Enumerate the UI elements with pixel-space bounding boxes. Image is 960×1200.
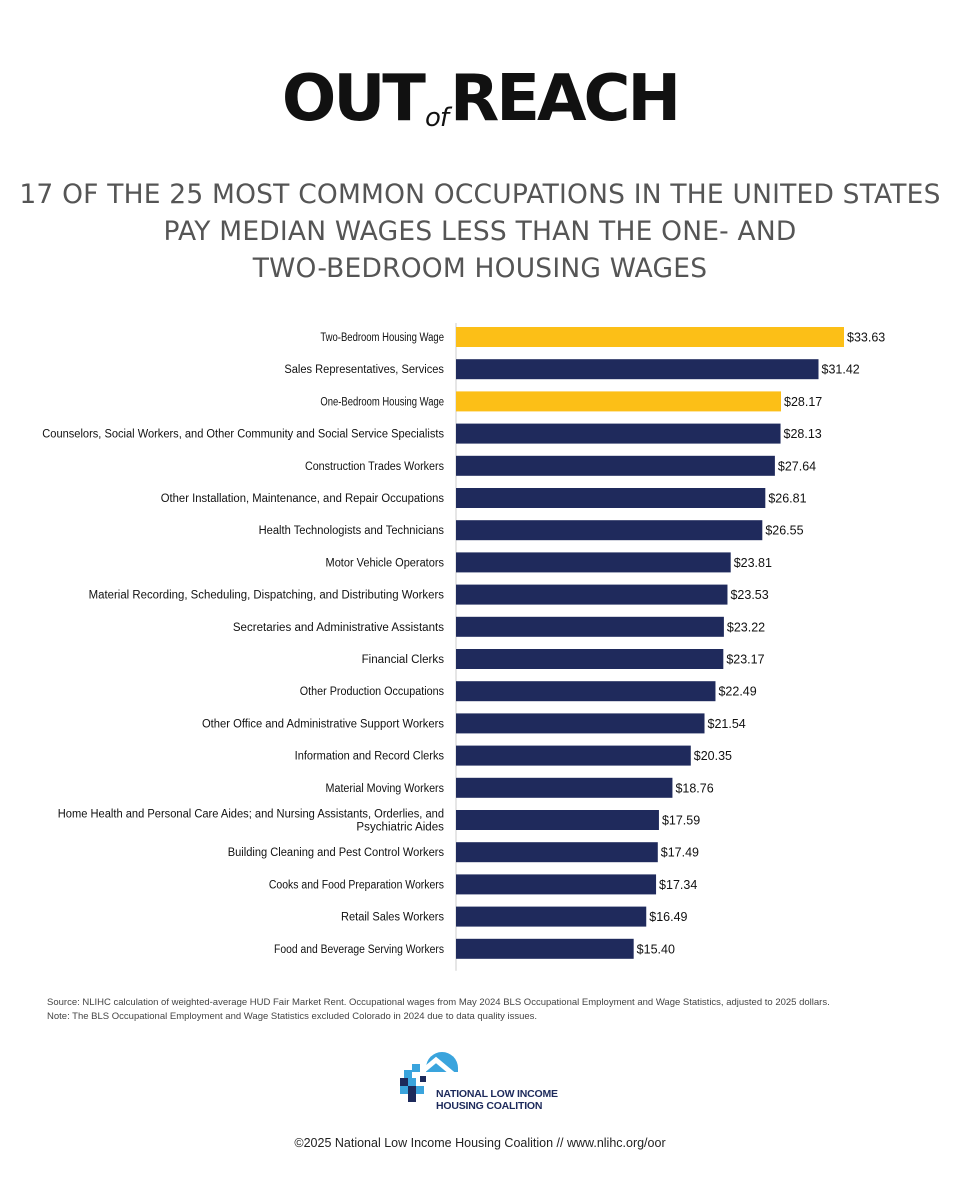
category-label: Information and Record Clerks: [295, 751, 445, 763]
bar: [456, 681, 716, 702]
bar-value-label: $26.55: [765, 524, 803, 538]
brand-of: of: [424, 103, 449, 133]
brand-reach: REACH: [450, 62, 681, 136]
bar: [456, 520, 763, 541]
bar-value-label: $17.49: [661, 846, 699, 860]
bar: [456, 842, 658, 863]
bar-value-label: $18.76: [675, 781, 713, 795]
bar-value-label: $33.63: [847, 331, 885, 345]
bar: [456, 359, 819, 380]
category-label: Retail Sales Workers: [341, 912, 444, 924]
category-label: Cooks and Food Preparation Workers: [269, 879, 444, 891]
category-label: Material Moving Workers: [326, 783, 445, 795]
bar-value-label: $23.17: [726, 653, 764, 667]
category-label: Counselors, Social Workers, and Other Co…: [42, 429, 444, 441]
bar: [456, 874, 657, 895]
brand-title: OUTofREACH: [0, 62, 960, 136]
bar-value-label: $17.34: [659, 878, 697, 892]
bar-value-label: $31.42: [822, 363, 860, 377]
category-label: Financial Clerks: [362, 654, 445, 666]
category-label: Food and Beverage Serving Workers: [274, 944, 444, 956]
headline-line-1: 17 OF THE 25 MOST COMMON OCCUPATIONS IN …: [19, 179, 941, 210]
footnote: Source: NLIHC calculation of weighted-av…: [47, 996, 927, 1024]
bar-value-label: $16.49: [649, 910, 687, 924]
nlihc-logo: NATIONAL LOW INCOME HOUSING COALITION: [398, 1050, 598, 1116]
bar-value-label: $28.17: [784, 395, 822, 409]
category-label: Other Installation, Maintenance, and Rep…: [161, 493, 444, 505]
bar-chart: $33.63 Two-Bedroom Housing Wage $31.42 Sale…: [42, 323, 885, 971]
category-label: Other Office and Administrative Support …: [202, 718, 444, 730]
bar: [456, 488, 766, 508]
logo-line-1: NATIONAL LOW INCOME: [436, 1088, 558, 1100]
bar-value-label: $23.22: [727, 620, 765, 634]
logo-line-2: HOUSING COALITION: [436, 1100, 543, 1112]
data-note: Note: The BLS Occupational Employment an…: [47, 1011, 538, 1022]
bar: [456, 938, 634, 959]
bar-value-label: $17.59: [662, 814, 700, 828]
headline-line-3: TWO-BEDROOM HOUSING WAGES: [252, 253, 708, 284]
bar-value-label: $26.81: [768, 492, 806, 506]
bar: [456, 649, 724, 669]
bar-value-label: $28.13: [784, 427, 822, 441]
bar: [456, 810, 659, 830]
category-label: Home Health and Personal Care Aides; and…: [58, 809, 444, 821]
bar: [456, 745, 691, 766]
bar: [456, 423, 781, 444]
category-label: One-Bedroom Housing Wage: [320, 396, 444, 408]
brand-out: OUT: [281, 62, 426, 136]
bar-value-label: $23.81: [734, 556, 772, 570]
bar-value-label: $23.53: [730, 588, 768, 602]
bar: [456, 906, 647, 927]
category-label: Material Recording, Scheduling, Dispatch…: [89, 590, 445, 602]
bar-value-label: $27.64: [778, 459, 816, 473]
bar: [456, 327, 844, 347]
bar-value-label: $20.35: [694, 749, 732, 763]
bar: [456, 616, 724, 637]
category-label: Health Technologists and Technicians: [259, 525, 445, 537]
category-label: Sales Representatives, Services: [284, 364, 444, 376]
headline-line-2: PAY MEDIAN WAGES LESS THAN THE ONE- AND: [163, 216, 797, 247]
bar: [456, 713, 705, 734]
bar: [456, 777, 673, 798]
copyright[interactable]: ©2025 National Low Income Housing Coalit…: [294, 1136, 666, 1150]
category-label: Two-Bedroom Housing Wage: [320, 332, 444, 344]
chart-headline: 17 OF THE 25 MOST COMMON OCCUPATIONS IN …: [0, 176, 960, 287]
category-label: Secretaries and Administrative Assistant…: [233, 622, 444, 634]
category-label: Construction Trades Workers: [305, 461, 444, 473]
category-label: Psychiatric Aides: [356, 822, 444, 834]
bar-value-label: $15.40: [637, 942, 675, 956]
bar: [456, 391, 782, 412]
bar-value-label: $21.54: [708, 717, 746, 731]
bar: [456, 552, 731, 573]
house-logo-icon: [400, 1052, 462, 1102]
category-label: Other Production Occupations: [300, 686, 444, 698]
bar-value-label: $22.49: [718, 685, 756, 699]
category-label: Building Cleaning and Pest Control Worke…: [228, 847, 445, 859]
source-note: Source: NLIHC calculation of weighted-av…: [47, 997, 830, 1008]
bar: [456, 455, 775, 476]
category-label: Motor Vehicle Operators: [326, 557, 445, 569]
bar: [456, 584, 728, 605]
